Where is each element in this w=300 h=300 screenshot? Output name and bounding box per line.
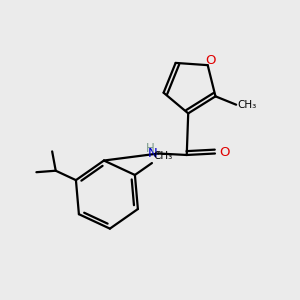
Text: O: O (219, 146, 230, 159)
Text: O: O (205, 54, 215, 67)
Text: N: N (148, 147, 158, 160)
Text: H: H (146, 142, 154, 155)
Text: CH₃: CH₃ (238, 100, 257, 110)
Text: CH₃: CH₃ (153, 151, 173, 161)
